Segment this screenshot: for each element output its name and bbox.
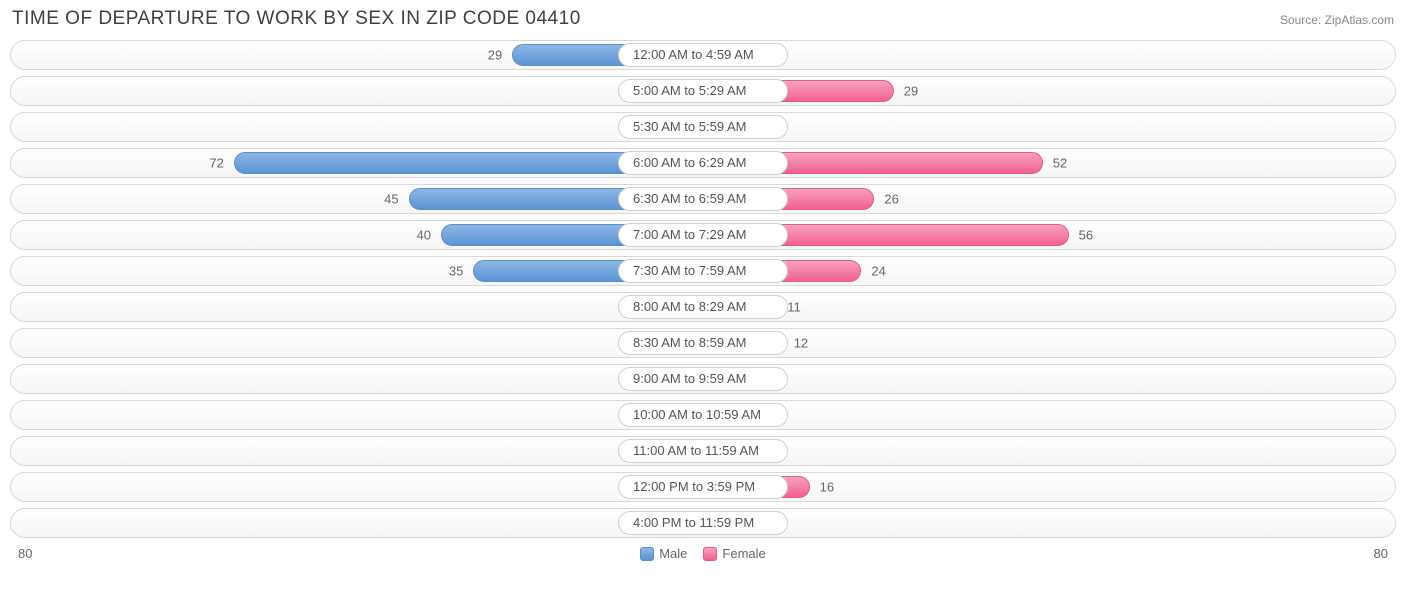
row-category-label: 7:00 AM to 7:29 AM [618,223,788,247]
male-value: 45 [384,192,398,207]
chart-row: 11:00 AM to 11:59 AM00 [10,436,1396,466]
row-category-label: 8:00 AM to 8:29 AM [618,295,788,319]
legend-female: Female [703,546,765,561]
chart-row: 12:00 AM to 4:59 AM290 [10,40,1396,70]
chart-row: 6:30 AM to 6:59 AM 45 26 [10,184,1396,214]
legend-male-label: Male [659,546,687,561]
chart-footer: 80 Male Female 80 [10,544,1396,561]
male-swatch-icon [640,547,654,561]
female-value: 29 [904,84,918,99]
row-category-label: 6:30 AM to 6:59 AM [618,187,788,211]
chart-row: 8:00 AM to 8:29 AM411 [10,292,1396,322]
chart-row: 7:00 AM to 7:29 AM 40 56 [10,220,1396,250]
legend: Male Female [640,546,766,561]
chart-area: 12:00 AM to 4:59 AM2905:00 AM to 5:29 AM… [10,40,1396,538]
row-category-label: 12:00 AM to 4:59 AM [618,43,788,67]
chart-header: TIME OF DEPARTURE TO WORK BY SEX IN ZIP … [10,8,1396,30]
chart-row: 5:00 AM to 5:29 AM329 [10,76,1396,106]
chart-row: 7:30 AM to 7:59 AM 35 24 [10,256,1396,286]
axis-left-max: 80 [18,546,32,561]
male-value: 40 [417,228,431,243]
female-value: 11 [787,300,801,315]
chart-row: 9:00 AM to 9:59 AM58 [10,364,1396,394]
row-category-label: 4:00 PM to 11:59 PM [618,511,788,535]
chart-row: 12:00 PM to 3:59 PM516 [10,472,1396,502]
axis-right-max: 80 [1374,546,1388,561]
chart-row: 5:30 AM to 5:59 AM26 [10,112,1396,142]
row-category-label: 5:30 AM to 5:59 AM [618,115,788,139]
chart-title: TIME OF DEPARTURE TO WORK BY SEX IN ZIP … [12,8,581,30]
legend-female-label: Female [722,546,765,561]
chart-row: 6:00 AM to 6:29 AM 72 52 [10,148,1396,178]
legend-male: Male [640,546,687,561]
chart-source: Source: ZipAtlas.com [1280,13,1394,27]
female-swatch-icon [703,547,717,561]
female-value: 12 [794,336,808,351]
female-value: 52 [1053,156,1067,171]
row-category-label: 6:00 AM to 6:29 AM [618,151,788,175]
male-value: 35 [449,264,463,279]
female-value: 16 [820,480,834,495]
chart-row: 10:00 AM to 10:59 AM60 [10,400,1396,430]
row-category-label: 8:30 AM to 8:59 AM [618,331,788,355]
row-category-label: 5:00 AM to 5:29 AM [618,79,788,103]
row-category-label: 10:00 AM to 10:59 AM [618,403,788,427]
male-value: 72 [209,156,223,171]
female-value: 56 [1079,228,1093,243]
row-category-label: 11:00 AM to 11:59 AM [618,439,788,463]
male-value: 29 [488,48,502,63]
chart-row: 4:00 PM to 11:59 PM00 [10,508,1396,538]
row-category-label: 7:30 AM to 7:59 AM [618,259,788,283]
female-value: 26 [884,192,898,207]
row-category-label: 12:00 PM to 3:59 PM [618,475,788,499]
row-category-label: 9:00 AM to 9:59 AM [618,367,788,391]
chart-row: 8:30 AM to 8:59 AM012 [10,328,1396,358]
female-value: 24 [871,264,885,279]
